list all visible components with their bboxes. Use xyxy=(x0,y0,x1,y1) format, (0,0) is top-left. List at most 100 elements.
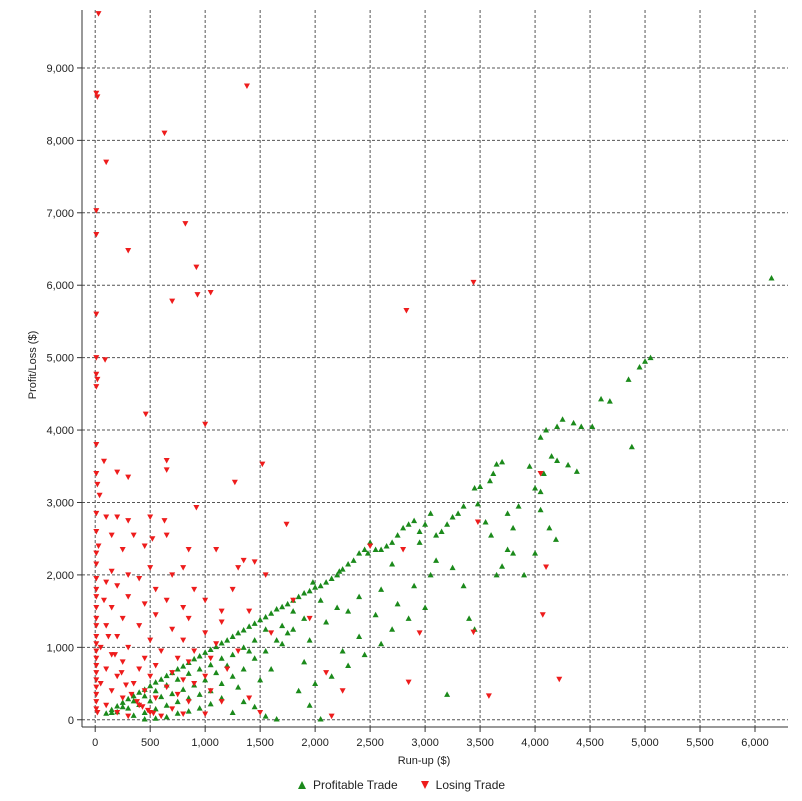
profitable-trade-point xyxy=(628,443,635,450)
losing-trade-point xyxy=(169,298,176,305)
triangle-up-icon xyxy=(297,781,306,789)
losing-trade-point xyxy=(150,710,157,717)
profitable-trade-point xyxy=(455,510,462,516)
losing-trade-point xyxy=(235,648,242,654)
losing-trade-point xyxy=(193,264,200,271)
profitable-trade-point xyxy=(169,690,176,697)
losing-trade-point xyxy=(224,666,231,673)
losing-trade-point xyxy=(218,619,225,625)
losing-trade-point xyxy=(136,623,143,629)
profitable-trade-point xyxy=(119,703,126,710)
profitable-trade-point xyxy=(405,615,412,621)
profitable-trade-point xyxy=(309,579,316,585)
losing-trade-point xyxy=(161,518,168,524)
profitable-trade-point xyxy=(246,623,253,629)
losing-trade-point xyxy=(169,572,176,578)
profitable-trade-point xyxy=(422,604,429,610)
losing-trade-point xyxy=(470,279,477,286)
profitable-trade-point xyxy=(378,640,385,647)
profitable-trade-point xyxy=(378,586,385,592)
profitable-trade-point xyxy=(158,676,165,682)
losing-trade-point xyxy=(174,655,181,662)
profitable-trade-point xyxy=(490,470,497,477)
profitable-trade-point xyxy=(356,593,363,600)
profitable-trade-point xyxy=(444,691,451,697)
profitable-trade-point xyxy=(504,546,511,553)
profitable-trade-point xyxy=(196,666,203,672)
losing-trade-point xyxy=(152,612,159,618)
losing-trade-point xyxy=(185,615,192,622)
profitable-trade-point xyxy=(119,699,126,705)
legend-item-losing[interactable]: Losing Trade xyxy=(420,778,505,792)
losing-trade-point xyxy=(149,536,156,542)
y-tick-label: 3,000 xyxy=(46,497,74,509)
profitable-trade-point xyxy=(180,686,187,692)
losing-trade-point xyxy=(141,543,148,549)
losing-trade-point xyxy=(125,474,132,481)
y-tick-label: 7,000 xyxy=(46,208,74,220)
losing-trade-point xyxy=(207,655,214,662)
losing-trade-point xyxy=(339,688,346,694)
profitable-trade-point xyxy=(246,647,253,654)
profitable-trade-point xyxy=(301,590,308,596)
losing-trade-point xyxy=(93,623,100,629)
profitable-trade-point xyxy=(383,542,390,549)
losing-trade-point xyxy=(180,677,187,683)
profitable-trade-point xyxy=(279,603,286,610)
profitable-trade-point xyxy=(625,376,632,382)
profitable-trade-point xyxy=(125,705,132,711)
losing-trade-point xyxy=(202,673,209,680)
losing-trade-point xyxy=(93,371,100,378)
legend-label-profitable: Profitable Trade xyxy=(312,778,398,792)
losing-trade-point xyxy=(202,711,209,717)
losing-trade-point xyxy=(102,357,109,363)
losing-trade-point xyxy=(147,565,154,571)
profitable-trade-point xyxy=(108,709,115,716)
losing-trade-point xyxy=(103,623,110,629)
losing-trade-point xyxy=(95,11,102,17)
profitable-trade-point xyxy=(158,693,165,700)
losing-trade-point xyxy=(474,519,481,526)
profitable-trade-point xyxy=(466,615,473,621)
x-tick-label: 1,500 xyxy=(246,737,274,749)
profitable-trade-point xyxy=(312,680,319,687)
profitable-trade-point xyxy=(394,532,401,538)
profitable-trade-point xyxy=(268,666,275,672)
losing-trade-point xyxy=(114,710,121,716)
profitable-trade-point xyxy=(510,550,517,556)
y-tick-label: 6,000 xyxy=(46,280,74,292)
x-axis-title: Run-up ($) xyxy=(398,755,451,767)
profitable-trade-point xyxy=(554,423,561,429)
profitable-trade-point xyxy=(554,457,561,463)
profitable-trade-point xyxy=(147,682,154,689)
losing-trade-point xyxy=(93,633,100,640)
losing-trade-point xyxy=(114,514,121,520)
losing-trade-point xyxy=(403,308,410,314)
profitable-trade-point xyxy=(323,579,330,585)
losing-trade-point xyxy=(152,695,159,702)
losing-trade-point xyxy=(213,641,220,647)
losing-trade-point xyxy=(180,605,187,611)
losing-trade-point xyxy=(158,713,165,720)
losing-trade-point xyxy=(108,568,115,575)
losing-trade-point xyxy=(94,710,101,716)
profitable-trade-point xyxy=(262,613,269,620)
losing-trade-point xyxy=(93,699,100,705)
losing-trade-point xyxy=(93,90,100,97)
profitable-trade-point xyxy=(163,702,170,708)
profitable-trade-point xyxy=(130,692,137,699)
profitable-trade-point xyxy=(411,517,418,524)
profitable-trade-point xyxy=(251,703,258,710)
profitable-trade-point xyxy=(449,513,456,520)
losing-trade-point xyxy=(240,557,247,564)
losing-trade-point xyxy=(93,605,100,611)
profitable-trade-point xyxy=(207,661,214,668)
losing-trade-point xyxy=(152,586,159,593)
profitable-trade-point xyxy=(570,419,577,426)
profitable-trade-point xyxy=(378,546,385,553)
profitable-trade-point xyxy=(218,639,225,646)
legend-item-profitable[interactable]: Profitable Trade xyxy=(297,778,398,792)
profitable-trade-point xyxy=(229,651,236,658)
losing-trade-point xyxy=(96,492,103,499)
